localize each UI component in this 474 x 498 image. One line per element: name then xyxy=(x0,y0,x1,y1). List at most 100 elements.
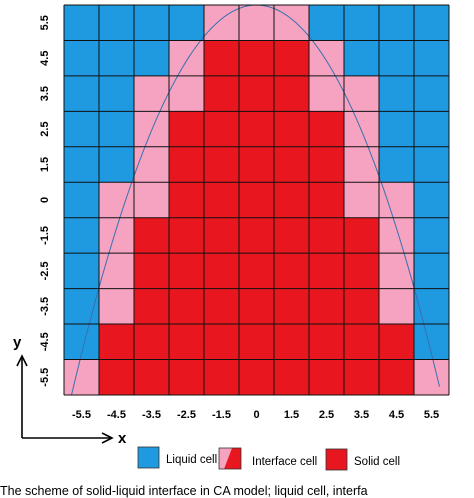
x-tick-label: 3.5 xyxy=(354,409,369,421)
liquid-cell xyxy=(64,75,100,112)
solid-cell xyxy=(274,40,310,77)
solid-cell xyxy=(239,253,275,289)
interface-layer xyxy=(71,5,440,395)
solid-cell xyxy=(204,146,240,183)
interface-cell xyxy=(309,75,345,112)
liquid-cell xyxy=(64,182,100,218)
interface-cell xyxy=(379,253,415,289)
solid-cell xyxy=(169,217,205,254)
solid-cell xyxy=(274,253,310,289)
solid-cell xyxy=(239,40,275,77)
liquid-cell xyxy=(134,5,170,41)
liquid-cell xyxy=(414,253,450,289)
liquid-cell xyxy=(379,40,415,77)
solid-cell xyxy=(169,146,205,183)
x-tick-label: -5.5 xyxy=(72,409,91,421)
y-tick-label: -3.5 xyxy=(39,297,51,316)
interface-cell xyxy=(344,111,380,148)
y-tick-label: -2.5 xyxy=(39,261,51,280)
solid-cell xyxy=(274,182,310,218)
legend-interface-label: Interface cell xyxy=(252,456,317,468)
solid-cell xyxy=(134,324,170,360)
solid-cell xyxy=(99,324,135,360)
liquid-cell xyxy=(414,5,450,41)
solid-cell xyxy=(274,111,310,148)
liquid-cell xyxy=(414,217,450,254)
liquid-cell xyxy=(169,5,205,41)
solid-cell xyxy=(274,359,310,396)
legend-solid-swatch xyxy=(325,448,348,471)
solid-cell xyxy=(309,146,345,183)
x-tick-label: -1.5 xyxy=(212,409,231,421)
liquid-cell xyxy=(414,146,450,183)
solid-cell xyxy=(239,111,275,148)
y-tick-label: 3.5 xyxy=(39,86,51,101)
y-tick-label: 5.5 xyxy=(39,15,51,30)
solid-cell xyxy=(274,324,310,360)
interface-cell xyxy=(379,217,415,254)
interface-curve xyxy=(71,5,440,395)
solid-cell xyxy=(309,217,345,254)
solid-cell xyxy=(204,359,240,396)
solid-cell xyxy=(204,111,240,148)
interface-cell xyxy=(64,359,100,396)
y-tick-label: -4.5 xyxy=(39,332,51,351)
solid-cell xyxy=(309,324,345,360)
x-tick-label: -4.5 xyxy=(107,409,126,421)
solid-cell xyxy=(274,146,310,183)
y-tick-label: 1.5 xyxy=(39,157,51,172)
x-tick-label: -3.5 xyxy=(142,409,161,421)
liquid-cell xyxy=(414,182,450,218)
y-axis-label: y xyxy=(13,334,22,351)
solid-cell xyxy=(309,111,345,148)
liquid-cell xyxy=(99,5,135,41)
interface-cell xyxy=(414,359,450,396)
solid-cell xyxy=(169,324,205,360)
interface-cell xyxy=(344,75,380,112)
liquid-cell xyxy=(99,146,135,183)
solid-cell xyxy=(134,217,170,254)
legend-solid-label: Solid cell xyxy=(354,456,400,468)
x-tick-label: 1.5 xyxy=(284,409,299,421)
liquid-cell xyxy=(64,111,100,148)
solid-cell xyxy=(134,359,170,396)
liquid-cell xyxy=(344,40,380,77)
solid-cell xyxy=(379,359,415,396)
liquid-cell xyxy=(414,40,450,77)
solid-cell xyxy=(239,75,275,112)
liquid-cell xyxy=(64,40,100,77)
y-tick-labels: 5.5 4.5 3.5 2.5 1.5 0 -1.5 -2.5 -3.5 -4.5 -5.5 xyxy=(39,15,51,387)
solid-cell xyxy=(309,182,345,218)
solid-cell xyxy=(204,288,240,325)
liquid-cell xyxy=(414,111,450,148)
solid-cell xyxy=(134,288,170,325)
interface-cell xyxy=(344,182,380,218)
liquid-cell xyxy=(309,5,345,41)
interface-cell xyxy=(134,75,170,112)
y-tick-label: 2.5 xyxy=(39,121,51,136)
liquid-cell xyxy=(99,75,135,112)
liquid-cell xyxy=(64,217,100,254)
x-tick-label: -2.5 xyxy=(177,409,196,421)
solid-cell xyxy=(204,217,240,254)
liquid-cell xyxy=(64,253,100,289)
x-tick-label: 2.5 xyxy=(319,409,334,421)
legend-liquid-swatch xyxy=(137,446,160,469)
grid-lines xyxy=(63,4,450,396)
solid-cell xyxy=(134,253,170,289)
solid-cell xyxy=(99,359,135,396)
interface-cell xyxy=(99,217,135,254)
liquid-cell xyxy=(379,5,415,41)
cell-grid xyxy=(64,5,450,396)
solid-cell xyxy=(379,324,415,360)
solid-cell xyxy=(309,253,345,289)
axes-arrows xyxy=(16,354,114,444)
solid-cell xyxy=(239,288,275,325)
liquid-cell xyxy=(64,146,100,183)
solid-cell xyxy=(239,146,275,183)
liquid-cell xyxy=(379,146,415,183)
interface-cell xyxy=(99,288,135,325)
interface-cell xyxy=(239,5,275,41)
legend-liquid-label: Liquid cell xyxy=(166,454,217,466)
